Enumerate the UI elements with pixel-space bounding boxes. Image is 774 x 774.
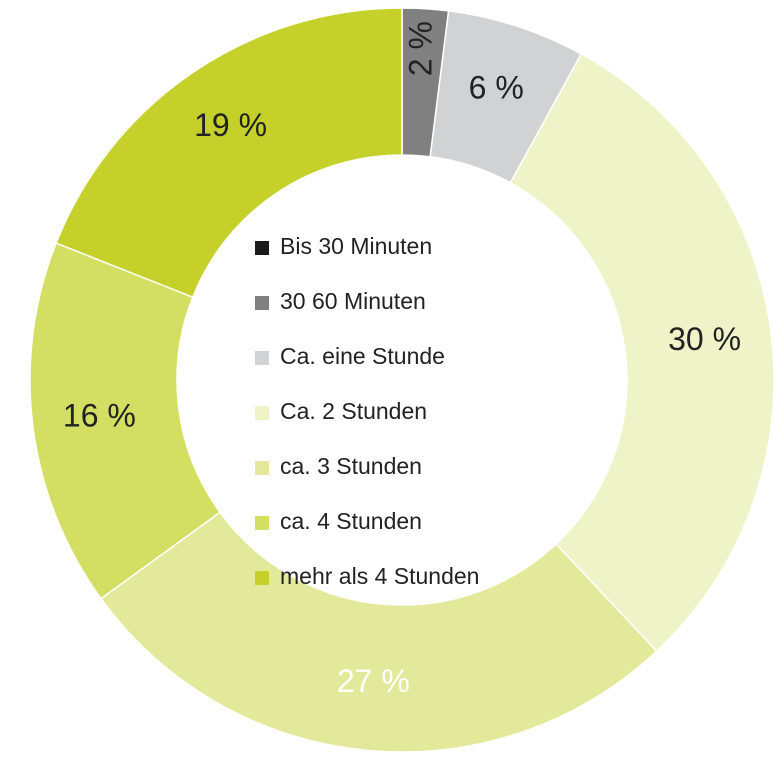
value-label: 6 % (469, 69, 524, 105)
legend-label: ca. 4 Stunden (280, 508, 422, 534)
legend-label: mehr als 4 Stunden (280, 563, 479, 589)
value-label: 2 % (402, 21, 438, 76)
value-label: 19 % (194, 107, 267, 143)
legend-swatch (255, 351, 269, 365)
legend-swatch (255, 516, 269, 530)
legend-swatch (255, 571, 269, 585)
legend-swatch (255, 241, 269, 255)
donut-slice (509, 52, 774, 653)
donut-slice (99, 511, 658, 753)
legend-label: 30 60 Minuten (280, 288, 426, 314)
legend-swatch (255, 296, 269, 310)
legend-label: Bis 30 Minuten (280, 233, 432, 259)
value-label: 16 % (63, 398, 136, 434)
legend-label: ca. 3 Stunden (280, 453, 422, 479)
legend-swatch (255, 461, 269, 475)
legend-label: Ca. 2 Stunden (280, 398, 427, 424)
value-label: 30 % (668, 321, 741, 357)
value-label: 27 % (337, 663, 410, 699)
legend-swatch (255, 406, 269, 420)
legend-label: Ca. eine Stunde (280, 343, 445, 369)
donut-slice (29, 242, 222, 600)
donut-slice (55, 7, 403, 299)
